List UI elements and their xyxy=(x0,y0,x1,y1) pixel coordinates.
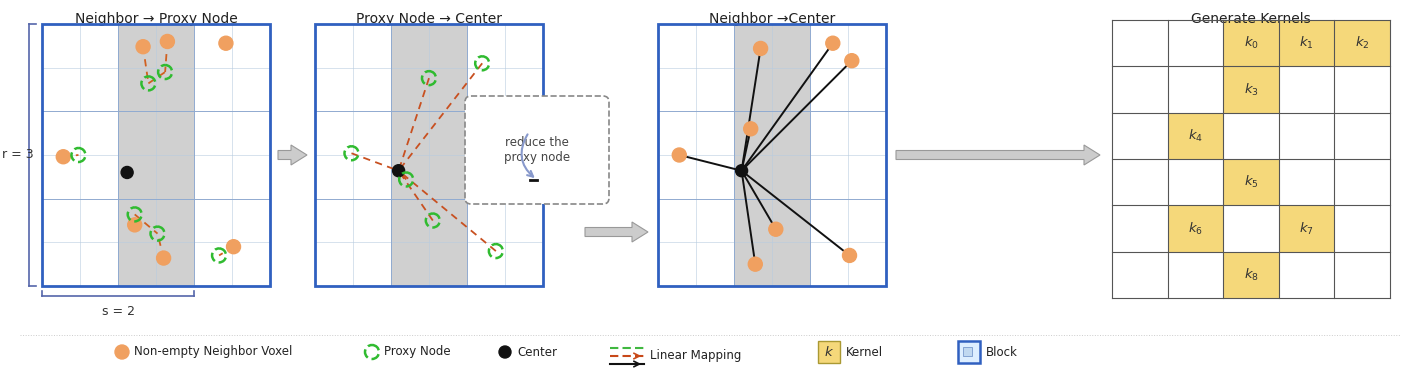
Bar xyxy=(734,24,809,286)
Circle shape xyxy=(768,222,782,236)
Circle shape xyxy=(845,54,859,68)
Circle shape xyxy=(127,218,142,232)
Circle shape xyxy=(744,122,757,136)
Circle shape xyxy=(160,35,174,49)
Text: Neighbor → Proxy Node: Neighbor → Proxy Node xyxy=(75,12,238,26)
Bar xyxy=(1223,252,1279,298)
Circle shape xyxy=(749,257,763,271)
Bar xyxy=(391,24,467,286)
Circle shape xyxy=(516,115,526,125)
Circle shape xyxy=(219,36,233,50)
Circle shape xyxy=(826,36,839,50)
Polygon shape xyxy=(277,145,307,165)
Bar xyxy=(1279,20,1334,66)
Text: $k_{0}$: $k_{0}$ xyxy=(1244,35,1258,51)
Text: $k_{3}$: $k_{3}$ xyxy=(1244,81,1258,98)
Text: $k_{2}$: $k_{2}$ xyxy=(1356,35,1370,51)
Circle shape xyxy=(115,345,129,359)
Text: $k_{5}$: $k_{5}$ xyxy=(1244,174,1258,190)
Bar xyxy=(1223,20,1279,66)
Text: Non-empty Neighbor Voxel: Non-empty Neighbor Voxel xyxy=(134,345,293,358)
Text: $k_{6}$: $k_{6}$ xyxy=(1189,220,1203,236)
Text: $k$: $k$ xyxy=(824,345,833,359)
Bar xyxy=(117,24,194,286)
Text: s = 2: s = 2 xyxy=(102,305,134,318)
Circle shape xyxy=(57,150,71,164)
Text: $k_{4}$: $k_{4}$ xyxy=(1187,128,1203,144)
Circle shape xyxy=(157,251,171,265)
Circle shape xyxy=(842,249,856,263)
Circle shape xyxy=(499,346,511,358)
Bar xyxy=(964,347,972,356)
Text: Linear Mapping: Linear Mapping xyxy=(649,350,741,363)
Text: $k_{7}$: $k_{7}$ xyxy=(1299,220,1315,236)
Circle shape xyxy=(122,166,133,179)
Bar xyxy=(1223,66,1279,112)
Circle shape xyxy=(519,175,531,185)
Circle shape xyxy=(226,240,241,254)
Text: Proxy Node → Center: Proxy Node → Center xyxy=(357,12,502,26)
Circle shape xyxy=(672,148,686,162)
Circle shape xyxy=(136,40,150,54)
Text: Center: Center xyxy=(516,345,558,358)
Circle shape xyxy=(736,165,747,177)
Bar xyxy=(658,24,886,286)
Polygon shape xyxy=(584,222,648,242)
Text: proxy node: proxy node xyxy=(504,152,570,165)
Text: r = 3: r = 3 xyxy=(3,149,34,162)
Bar xyxy=(42,24,270,286)
Bar xyxy=(958,341,981,363)
Circle shape xyxy=(754,41,767,55)
Bar xyxy=(1167,205,1223,252)
Circle shape xyxy=(538,175,548,185)
Bar xyxy=(818,341,841,363)
Text: $k_{8}$: $k_{8}$ xyxy=(1244,267,1258,283)
Text: Block: Block xyxy=(986,345,1017,358)
Bar xyxy=(1167,112,1223,159)
Text: Kernel: Kernel xyxy=(846,345,883,358)
Polygon shape xyxy=(896,145,1099,165)
Text: Neighbor →Center: Neighbor →Center xyxy=(709,12,835,26)
FancyBboxPatch shape xyxy=(466,96,608,204)
Text: Generate Kernels: Generate Kernels xyxy=(1191,12,1310,26)
Text: $k_{1}$: $k_{1}$ xyxy=(1299,35,1315,51)
Text: reduce the: reduce the xyxy=(505,136,569,149)
Bar xyxy=(1223,159,1279,205)
Bar xyxy=(1334,20,1390,66)
Text: Proxy Node: Proxy Node xyxy=(383,345,450,358)
Circle shape xyxy=(392,165,405,177)
Bar xyxy=(1279,205,1334,252)
Bar xyxy=(316,24,543,286)
